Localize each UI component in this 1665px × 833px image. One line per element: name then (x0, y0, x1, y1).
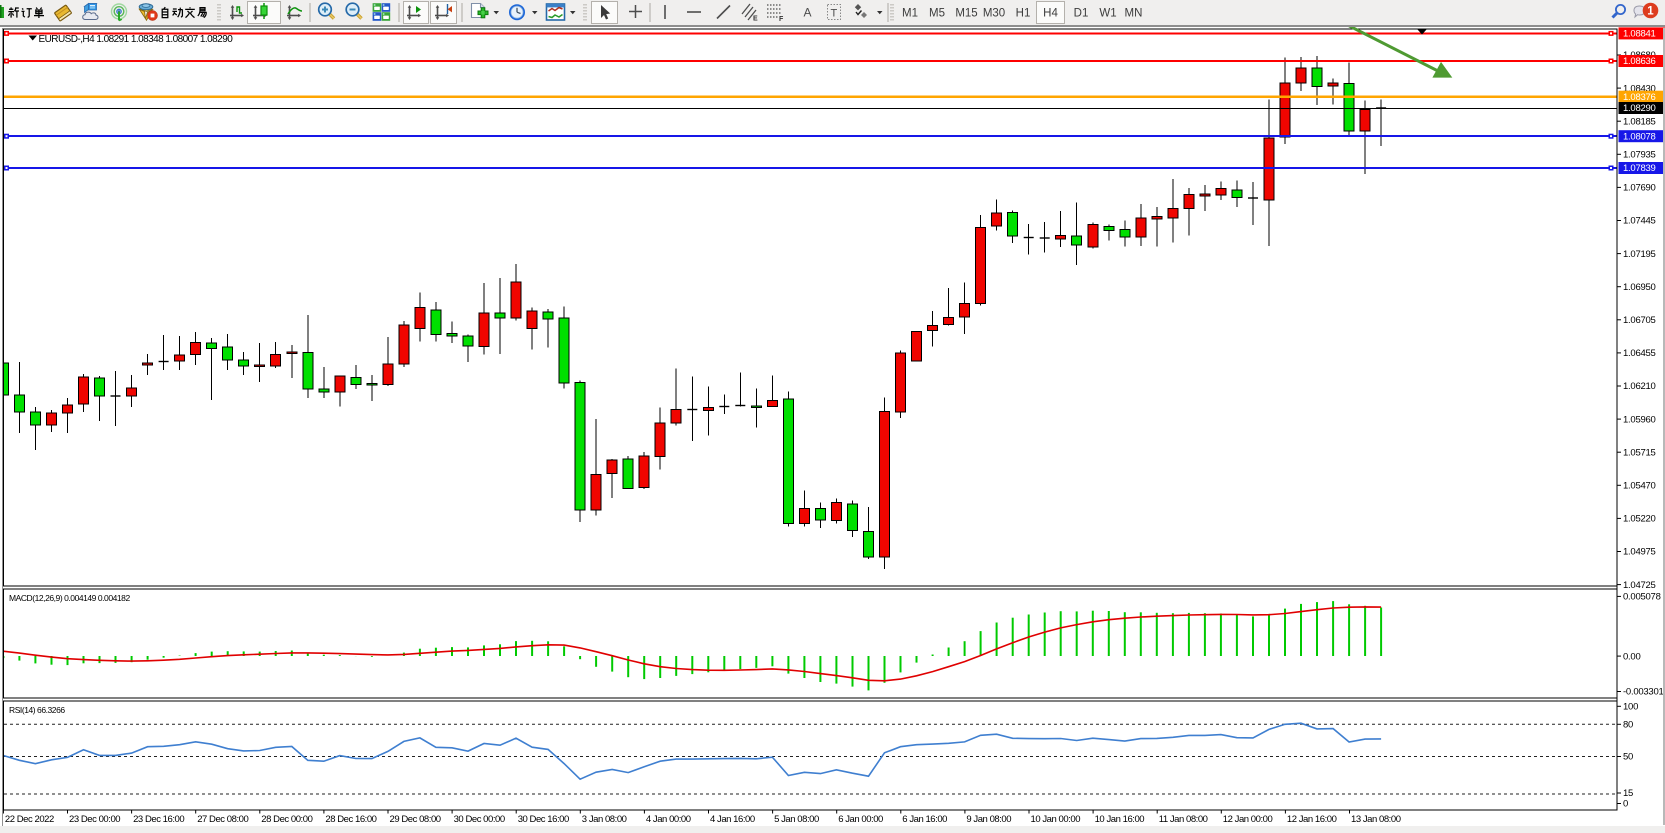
svg-text:1.08078: 1.08078 (1623, 131, 1656, 142)
svg-text:1.06455: 1.06455 (1623, 348, 1656, 359)
svg-text:0.005078: 0.005078 (1623, 592, 1661, 603)
svg-text:M1: M1 (902, 8, 918, 20)
svg-text:0.00: 0.00 (1623, 651, 1641, 662)
svg-text:1.06705: 1.06705 (1623, 315, 1656, 326)
svg-text:M15: M15 (955, 8, 977, 20)
svg-text:W1: W1 (1099, 8, 1116, 20)
svg-text:MACD(12,26,9) 0.004149 0.00418: MACD(12,26,9) 0.004149 0.004182 (9, 593, 130, 603)
svg-text:1.07839: 1.07839 (1623, 163, 1656, 174)
svg-text:13 Jan 08:00: 13 Jan 08:00 (1351, 814, 1401, 825)
svg-text:23 Dec 16:00: 23 Dec 16:00 (133, 814, 184, 825)
svg-text:10 Jan 16:00: 10 Jan 16:00 (1095, 814, 1145, 825)
svg-text:11 Jan 08:00: 11 Jan 08:00 (1159, 814, 1208, 825)
svg-text:12 Jan 16:00: 12 Jan 16:00 (1287, 814, 1337, 825)
svg-text:6 Jan 16:00: 6 Jan 16:00 (902, 814, 947, 825)
svg-text:H1: H1 (1016, 8, 1031, 20)
svg-text:A: A (804, 6, 812, 20)
svg-text:1.05470: 1.05470 (1623, 481, 1656, 492)
svg-text:5 Jan 08:00: 5 Jan 08:00 (774, 814, 819, 825)
svg-text:1.08841: 1.08841 (1623, 29, 1656, 40)
svg-text:1.06210: 1.06210 (1623, 381, 1656, 392)
svg-text:1.05960: 1.05960 (1623, 414, 1656, 425)
svg-text:12 Jan 00:00: 12 Jan 00:00 (1223, 814, 1273, 825)
svg-text:6 Jan 00:00: 6 Jan 00:00 (838, 814, 883, 825)
svg-text:15: 15 (1623, 788, 1633, 799)
svg-text:T: T (831, 8, 838, 20)
svg-text:1: 1 (1647, 6, 1654, 18)
svg-text:1.06950: 1.06950 (1623, 282, 1656, 293)
svg-text:80: 80 (1623, 720, 1633, 731)
svg-text:RSI(14) 66.3266: RSI(14) 66.3266 (9, 705, 65, 715)
svg-text:1.08430: 1.08430 (1623, 83, 1656, 94)
svg-text:-0.003301: -0.003301 (1623, 687, 1664, 698)
svg-text:1.04725: 1.04725 (1623, 580, 1656, 591)
svg-text:1.08290: 1.08290 (1623, 103, 1656, 114)
svg-text:1.07195: 1.07195 (1623, 249, 1656, 260)
svg-text:23 Dec 00:00: 23 Dec 00:00 (69, 814, 120, 825)
svg-text:F: F (779, 16, 784, 23)
svg-text:1.04975: 1.04975 (1623, 547, 1656, 558)
svg-text:D1: D1 (1074, 8, 1089, 20)
svg-text:30 Dec 00:00: 30 Dec 00:00 (454, 814, 505, 825)
svg-text:9 Jan 08:00: 9 Jan 08:00 (966, 814, 1011, 825)
svg-text:M5: M5 (929, 8, 945, 20)
svg-text:29 Dec 08:00: 29 Dec 08:00 (390, 814, 441, 825)
svg-text:MN: MN (1125, 8, 1143, 20)
svg-text:EURUSD-,H4 1.08291 1.08348 1.: EURUSD-,H4 1.08291 1.08348 1.08007 1.082… (39, 34, 234, 45)
svg-text:1.08376: 1.08376 (1623, 92, 1656, 103)
svg-text:H4: H4 (1043, 8, 1058, 20)
svg-text:27 Dec 08:00: 27 Dec 08:00 (197, 814, 248, 825)
svg-text:4 Jan 00:00: 4 Jan 00:00 (646, 814, 691, 825)
svg-text:1.07935: 1.07935 (1623, 150, 1656, 161)
svg-text:4 Jan 16:00: 4 Jan 16:00 (710, 814, 755, 825)
svg-text:28 Dec 16:00: 28 Dec 16:00 (325, 814, 376, 825)
svg-text:1.05220: 1.05220 (1623, 514, 1656, 525)
svg-text:0: 0 (1623, 799, 1628, 810)
svg-text:10 Jan 00:00: 10 Jan 00:00 (1031, 814, 1081, 825)
svg-text:1.05715: 1.05715 (1623, 447, 1656, 458)
svg-text:M30: M30 (983, 8, 1005, 20)
svg-text:1.07445: 1.07445 (1623, 216, 1656, 227)
svg-text:1.07690: 1.07690 (1623, 183, 1656, 194)
svg-text:28 Dec 00:00: 28 Dec 00:00 (261, 814, 312, 825)
svg-text:100: 100 (1623, 702, 1638, 713)
svg-text:1.08185: 1.08185 (1623, 116, 1656, 127)
svg-text:50: 50 (1623, 752, 1633, 763)
svg-text:30 Dec 16:00: 30 Dec 16:00 (518, 814, 569, 825)
svg-text:22 Dec 2022: 22 Dec 2022 (5, 814, 54, 825)
svg-text:E: E (753, 16, 758, 23)
svg-text:1.08636: 1.08636 (1623, 56, 1656, 67)
svg-text:3 Jan 08:00: 3 Jan 08:00 (582, 814, 627, 825)
